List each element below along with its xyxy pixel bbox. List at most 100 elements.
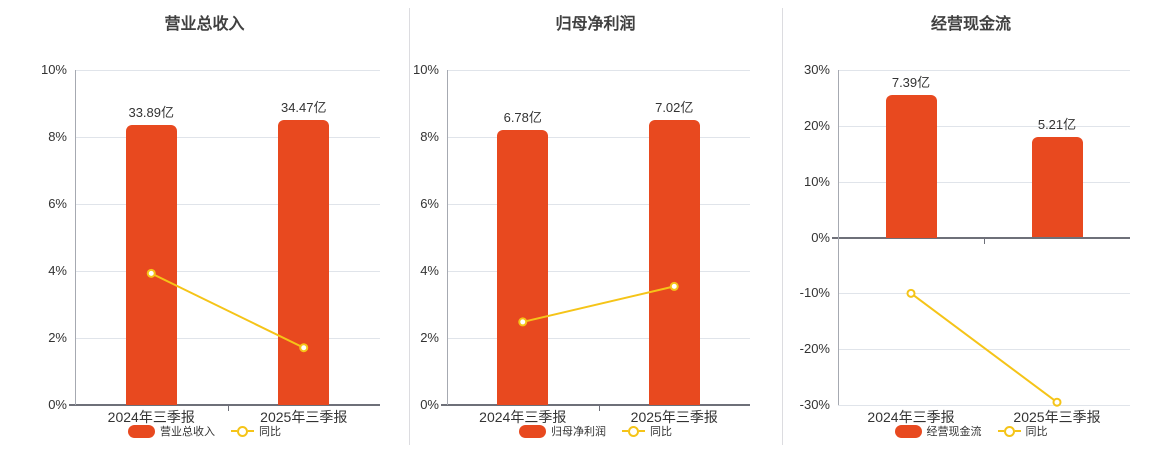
- y-axis-tick-label: -30%: [799, 397, 830, 412]
- bar-value-label: 7.02亿: [655, 100, 694, 116]
- gridline: [75, 338, 380, 339]
- y-axis-line: [75, 70, 76, 405]
- line-point-marker[interactable]: [906, 288, 916, 298]
- y-axis-tick-label: 4%: [48, 263, 67, 278]
- y-axis-tick-label: 8%: [48, 129, 67, 144]
- bar[interactable]: [648, 120, 700, 405]
- gridline: [447, 271, 750, 272]
- gridline: [75, 204, 380, 205]
- y-axis-tick-label: 10%: [412, 62, 439, 77]
- y-axis-line: [447, 70, 448, 405]
- line-point-marker[interactable]: [669, 281, 679, 291]
- bar-value-label: 7.39亿: [891, 75, 931, 91]
- bar-value-label: 33.89亿: [128, 105, 175, 121]
- y-axis-tick-label: 0%: [48, 397, 67, 412]
- x-axis-category-label: 2025年三季报: [1013, 409, 1101, 425]
- gridline: [75, 70, 380, 71]
- y-axis-tick-label: 10%: [40, 62, 67, 77]
- x-axis-category-label: 2024年三季报: [867, 409, 955, 425]
- gridline: [838, 70, 1130, 71]
- x-axis-category-label: 2024年三季报: [479, 409, 567, 425]
- x-axis-category-label: 2025年三季报: [260, 409, 348, 425]
- bar-value-label: 5.21亿: [1037, 117, 1077, 133]
- line-point-marker[interactable]: [1052, 397, 1062, 407]
- y-axis-tick-label: 6%: [420, 196, 439, 211]
- legend-item-bar[interactable]: 归母净利润: [519, 423, 606, 439]
- line-series: [906, 288, 1062, 407]
- line-point-marker[interactable]: [518, 317, 528, 327]
- legend: 经营现金流 同比: [782, 423, 1160, 439]
- legend-line-label: 同比: [1025, 426, 1048, 438]
- bar-swatch-icon: [519, 424, 546, 438]
- legend: 归母净利润 同比: [409, 423, 782, 439]
- gridline: [447, 70, 750, 71]
- category-axis-tick: [984, 238, 985, 244]
- gridline: [447, 137, 750, 138]
- category-axis-tick: [598, 406, 600, 411]
- line-series: [518, 281, 679, 327]
- legend-item-line[interactable]: 同比: [231, 423, 281, 439]
- plot-area: 0% 2% 4% 6% 8% 10% 6.78亿 7.02亿 2024年三季报 2025年三季报: [413, 62, 750, 425]
- y-axis-tick-label: 2%: [48, 330, 67, 345]
- gridline: [838, 125, 1130, 127]
- bar[interactable]: [1031, 137, 1083, 238]
- line-point-marker[interactable]: [146, 268, 156, 278]
- gridline: [75, 271, 380, 272]
- bar[interactable]: [278, 120, 330, 405]
- gridline: [838, 181, 1130, 183]
- panel-divider: [782, 8, 783, 445]
- line-series: [146, 268, 309, 353]
- legend-bar-label: 归母净利润: [551, 426, 606, 438]
- bar[interactable]: [497, 129, 549, 405]
- legend-item-bar[interactable]: 营业总收入: [128, 423, 215, 439]
- legend-bar-label: 经营现金流: [926, 426, 982, 438]
- y-axis-line: [838, 70, 839, 405]
- chart-panel-net-profit: 归母净利润 0% 2% 4% 6% 8% 10% 6.78亿 7.02亿 2024年三季报 202…: [409, 0, 782, 450]
- chart-panel-revenue: 营业总收入 0% 2% 4% 6% 8% 10% 33.89亿 34.47亿 2024年三季报 2…: [0, 0, 409, 450]
- plot-area: -30% -20% -10% 0% 10% 20% 30% 7.39亿 5.21亿 2024年三季…: [800, 62, 1130, 425]
- panel-divider: [409, 8, 410, 445]
- line-path: [522, 285, 675, 323]
- chart-title: 营业总收入: [164, 16, 245, 33]
- y-axis-tick-label: -20%: [799, 341, 830, 357]
- bar[interactable]: [125, 125, 177, 405]
- chart-title: 经营现金流: [930, 16, 1011, 33]
- x-axis-category-label: 2024年三季报: [107, 409, 195, 425]
- line-point-marker[interactable]: [299, 343, 309, 353]
- line-path: [910, 292, 1058, 404]
- zero-axis-line: [832, 236, 1130, 239]
- bar-swatch-icon: [128, 424, 155, 438]
- legend-item-bar[interactable]: 经营现金流: [894, 423, 982, 439]
- gridline: [838, 405, 1130, 406]
- y-axis-tick-label: 10%: [803, 173, 830, 189]
- legend-item-line[interactable]: 同比: [997, 423, 1048, 439]
- bar-value-label: 34.47亿: [280, 100, 327, 116]
- x-axis-category-label: 2025年三季报: [630, 409, 718, 425]
- gridline: [75, 137, 380, 138]
- legend-line-label: 同比: [650, 426, 672, 438]
- y-axis-tick-label: 30%: [803, 62, 830, 77]
- y-axis-tick-label: 2%: [420, 330, 439, 345]
- y-axis-tick-label: 20%: [803, 117, 830, 133]
- legend-bar-label: 营业总收入: [160, 426, 215, 438]
- gridline: [838, 349, 1130, 351]
- gridline: [447, 204, 750, 205]
- bar[interactable]: [885, 95, 937, 238]
- line-marker-icon: [231, 425, 254, 437]
- legend-item-line[interactable]: 同比: [622, 423, 672, 439]
- y-axis-tick-label: 6%: [48, 196, 67, 211]
- bar-value-label: 6.78亿: [503, 109, 542, 125]
- y-axis-tick-label: 4%: [420, 263, 439, 278]
- y-axis-tick-label: 0%: [811, 229, 830, 245]
- line-path: [150, 272, 305, 349]
- legend-line-label: 同比: [259, 426, 281, 438]
- y-axis-tick-label: -10%: [799, 285, 830, 301]
- chart-title: 归母净利润: [555, 16, 636, 33]
- line-marker-icon: [622, 425, 645, 437]
- gridline: [838, 293, 1130, 295]
- plot-area: 0% 2% 4% 6% 8% 10% 33.89亿 34.47亿 2024年三季报 2025年三季…: [41, 62, 380, 425]
- chart-panel-cash-flow: 经营现金流 -30% -20% -10% 0% 10% 20% 30% 7.39亿 5.21亿 2…: [782, 0, 1160, 450]
- y-axis-tick-label: 8%: [420, 129, 439, 144]
- legend: 营业总收入 同比: [0, 423, 409, 439]
